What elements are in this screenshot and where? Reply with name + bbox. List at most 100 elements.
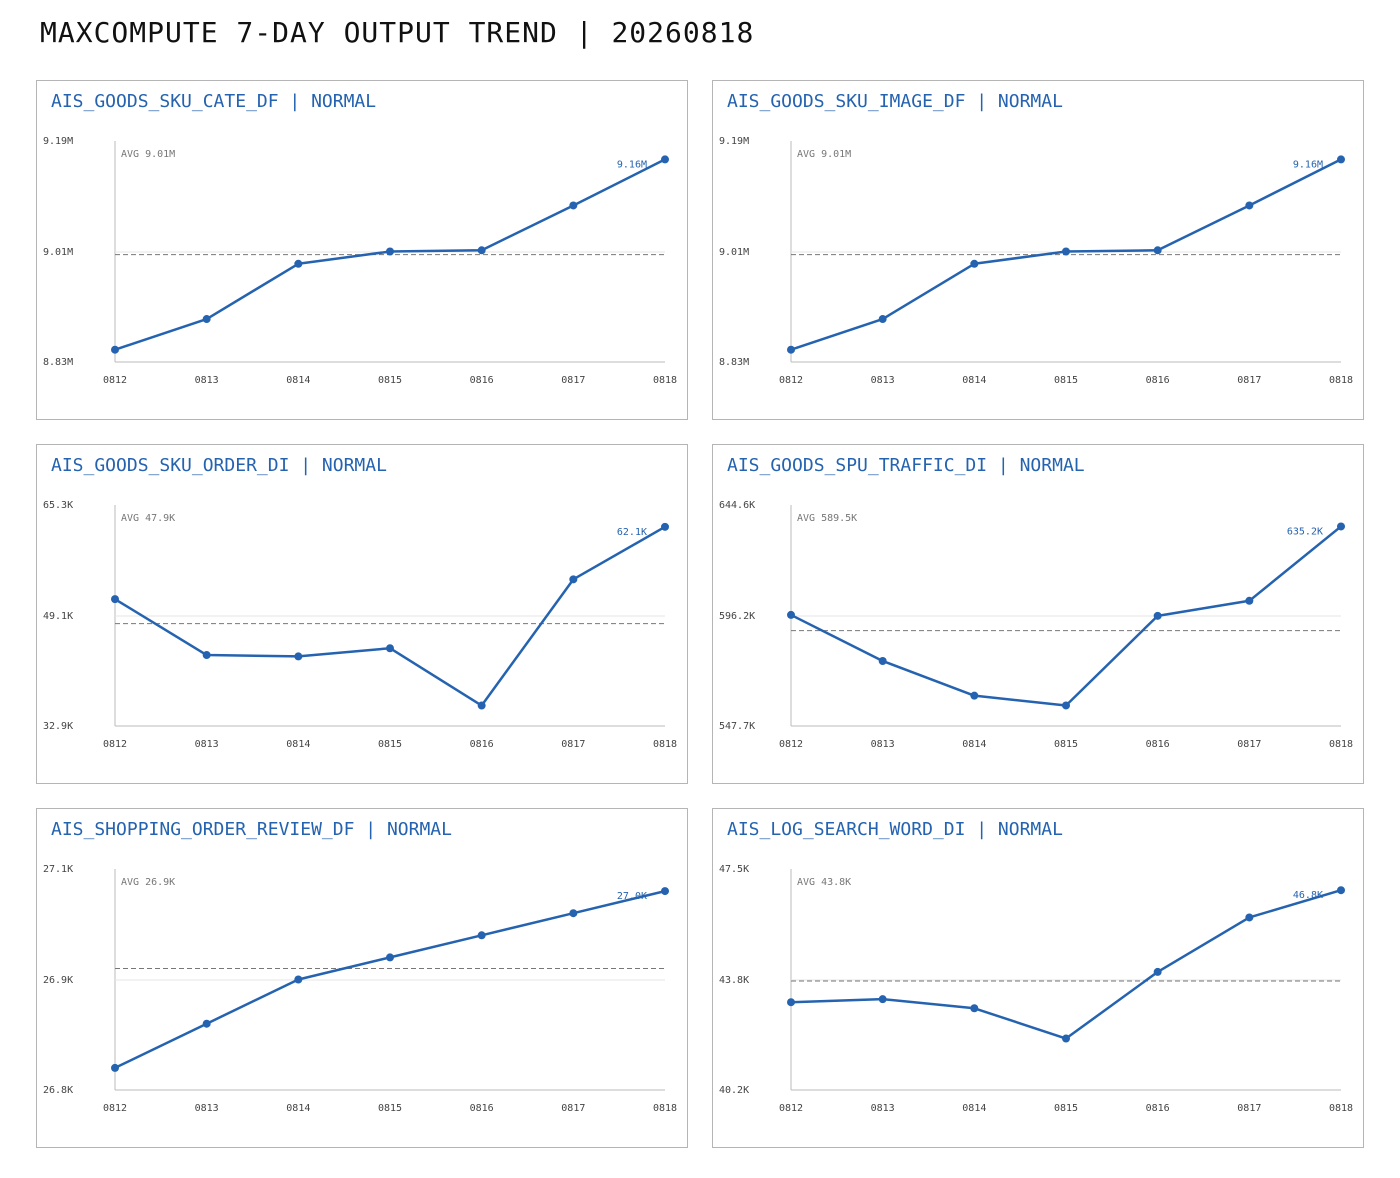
y-tick-label: 40.2K [719, 1085, 749, 1096]
data-point [878, 315, 887, 324]
y-tick-label: 65.3K [43, 500, 73, 511]
last-value-label: 46.8K [1293, 890, 1323, 901]
data-point [787, 345, 795, 354]
x-tick-label: 0817 [1237, 1103, 1261, 1114]
data-point [970, 1004, 979, 1013]
x-tick-label: 0813 [871, 1103, 895, 1114]
data-point [970, 259, 979, 268]
chart-title: AIS_GOODS_SPU_TRAFFIC_DI | NORMAL [727, 455, 1085, 476]
data-point [111, 595, 119, 604]
average-label: AVG 26.9K [121, 877, 175, 888]
last-value-label: 62.1K [617, 527, 647, 538]
data-point [569, 909, 578, 918]
y-tick-label: 26.9K [43, 975, 73, 986]
x-tick-label: 0816 [470, 739, 494, 750]
data-point [787, 610, 795, 619]
x-tick-label: 0818 [1329, 375, 1353, 386]
chart-title: AIS_GOODS_SKU_ORDER_DI | NORMAL [51, 455, 387, 476]
last-value-label: 635.2K [1287, 526, 1323, 537]
x-tick-label: 0813 [871, 375, 895, 386]
average-label: AVG 43.8K [797, 877, 851, 888]
x-tick-label: 0812 [779, 1103, 803, 1114]
data-point [202, 651, 211, 660]
x-tick-label: 0818 [1329, 739, 1353, 750]
x-tick-label: 0815 [378, 375, 402, 386]
x-tick-label: 0818 [653, 739, 677, 750]
chart-title: AIS_GOODS_SKU_IMAGE_DF | NORMAL [727, 91, 1063, 112]
average-label: AVG 9.01M [797, 149, 851, 160]
data-point [1337, 155, 1345, 164]
x-tick-label: 0817 [1237, 739, 1261, 750]
y-tick-label: 547.7K [719, 721, 755, 732]
data-point [294, 259, 303, 268]
data-point [878, 995, 887, 1004]
chart-panel-spu-traffic: AIS_GOODS_SPU_TRAFFIC_DI | NORMAL 547.7K… [712, 444, 1364, 784]
chart-panel-order-review: AIS_SHOPPING_ORDER_REVIEW_DF | NORMAL 26… [36, 808, 688, 1148]
x-tick-label: 0814 [286, 1103, 310, 1114]
x-tick-label: 0817 [561, 375, 585, 386]
x-tick-label: 0814 [962, 375, 986, 386]
line-chart: 547.7K 596.2K 644.6K 0812 0813 0814 0815 0816 08… [719, 500, 1353, 750]
data-point [294, 975, 303, 984]
y-tick-label: 9.19M [43, 136, 73, 147]
data-point [1245, 596, 1254, 605]
data-point [1337, 886, 1345, 895]
x-tick-label: 0812 [779, 375, 803, 386]
line-chart: 40.2K 43.8K 47.5K 0812 0813 0814 0815 0816 0817 0… [719, 864, 1353, 1114]
x-tick-label: 0817 [561, 1103, 585, 1114]
chart-panel-sku-order: AIS_GOODS_SKU_ORDER_DI | NORMAL 32.9K 49.… [36, 444, 688, 784]
data-point [294, 652, 303, 661]
data-point [386, 644, 394, 653]
y-tick-label: 9.01M [719, 247, 749, 258]
x-tick-label: 0817 [1237, 375, 1261, 386]
x-tick-label: 0818 [1329, 1103, 1353, 1114]
last-value-label: 9.16M [617, 159, 647, 170]
x-tick-label: 0812 [103, 375, 127, 386]
x-tick-label: 0818 [653, 375, 677, 386]
data-point [661, 522, 669, 531]
x-tick-label: 0813 [195, 375, 219, 386]
data-point [661, 887, 669, 896]
y-tick-label: 644.6K [719, 500, 755, 511]
line-chart: 32.9K 49.1K 65.3K 0812 0813 0814 0815 0816 0817 0… [43, 500, 677, 750]
y-tick-label: 596.2K [719, 611, 755, 622]
x-tick-label: 0818 [653, 1103, 677, 1114]
x-tick-label: 0814 [962, 1103, 986, 1114]
data-point [202, 1019, 211, 1028]
y-tick-label: 9.19M [719, 136, 749, 147]
data-point [1153, 246, 1162, 255]
x-tick-label: 0817 [561, 739, 585, 750]
y-tick-label: 26.8K [43, 1085, 73, 1096]
x-tick-label: 0813 [195, 739, 219, 750]
x-tick-label: 0813 [195, 1103, 219, 1114]
x-tick-label: 0816 [470, 1103, 494, 1114]
chart-panel-sku-image: AIS_GOODS_SKU_IMAGE_DF | NORMAL 8.83M 9.0… [712, 80, 1364, 420]
data-point [878, 657, 887, 665]
data-point [386, 953, 394, 962]
chart-title: AIS_GOODS_SKU_CATE_DF | NORMAL [51, 91, 377, 112]
line-chart: 8.83M 9.01M 9.19M 0812 0813 0814 0815 0816 0817 0… [719, 136, 1353, 386]
average-label: AVG 47.9K [121, 513, 175, 524]
x-tick-label: 0813 [871, 739, 895, 750]
x-tick-label: 0816 [1146, 375, 1170, 386]
y-tick-label: 47.5K [719, 864, 749, 875]
x-tick-label: 0815 [1054, 375, 1078, 386]
y-tick-label: 49.1K [43, 611, 73, 622]
data-point [569, 201, 578, 210]
y-tick-label: 27.1K [43, 864, 73, 875]
data-point [1062, 247, 1070, 256]
data-point [787, 998, 795, 1007]
data-point [1153, 611, 1162, 620]
average-label: AVG 589.5K [797, 513, 857, 524]
y-tick-label: 43.8K [719, 975, 749, 986]
chart-panel-sku-cate: AIS_GOODS_SKU_CATE_DF | NORMAL 8.83M 9.01… [36, 80, 688, 420]
x-tick-label: 0814 [286, 375, 310, 386]
x-tick-label: 0816 [1146, 1103, 1170, 1114]
last-value-label: 9.16M [1293, 159, 1323, 170]
y-tick-label: 8.83M [719, 357, 749, 368]
data-point [1337, 522, 1345, 531]
data-point [1062, 701, 1070, 710]
line-chart: 8.83M 9.01M 9.19M 0812 0813 0814 0815 0816 0817 0… [43, 136, 677, 386]
data-point [202, 315, 211, 324]
x-tick-label: 0815 [378, 1103, 402, 1114]
